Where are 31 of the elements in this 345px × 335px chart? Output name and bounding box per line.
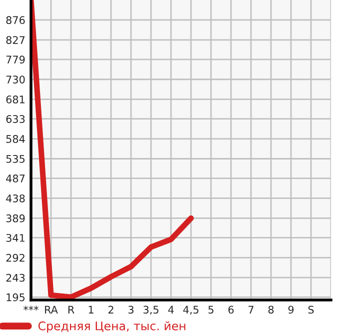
y-tick-label: 292: [6, 254, 24, 262]
y-tick-label: 535: [6, 154, 25, 163]
y-tick-label: 195: [6, 293, 25, 302]
y-tick-label: 389: [6, 214, 25, 222]
x-tick-label: 4: [168, 306, 174, 314]
x-tick-label: 4,5: [183, 306, 198, 315]
y-tick-label: 341: [6, 234, 24, 242]
y-tick-label: 487: [6, 174, 25, 182]
x-tick-label: 1: [88, 306, 94, 314]
x-tick-label: ***: [24, 306, 38, 310]
y-tick-label: 438: [6, 194, 25, 202]
x-tick-label: S: [308, 306, 314, 314]
x-tick-label: R: [68, 306, 74, 314]
y-tick-label: 876: [6, 16, 25, 24]
y-tick-label: 584: [6, 135, 25, 143]
legend-label: Средняя Цена, тыс. йен: [38, 321, 186, 333]
y-tick-label: 779: [6, 56, 25, 64]
x-tick-label: 7: [248, 306, 254, 314]
x-tick-label: 2: [108, 306, 114, 314]
y-tick-label: 827: [6, 36, 25, 44]
y-tick-label: 633: [6, 115, 25, 123]
x-tick-label: 6: [228, 306, 234, 314]
y-tick-label: 681: [6, 96, 24, 104]
y-tick-label: 730: [6, 76, 25, 84]
x-tick-label: 5: [208, 306, 214, 314]
x-tick-label: 3,5: [144, 306, 158, 315]
x-tick-label: 8: [268, 306, 274, 314]
x-tick-label: 9: [288, 306, 294, 314]
x-tick-label: 3: [128, 306, 134, 314]
y-tick-label: 243: [6, 274, 25, 282]
x-tick-label: RA: [45, 306, 58, 314]
